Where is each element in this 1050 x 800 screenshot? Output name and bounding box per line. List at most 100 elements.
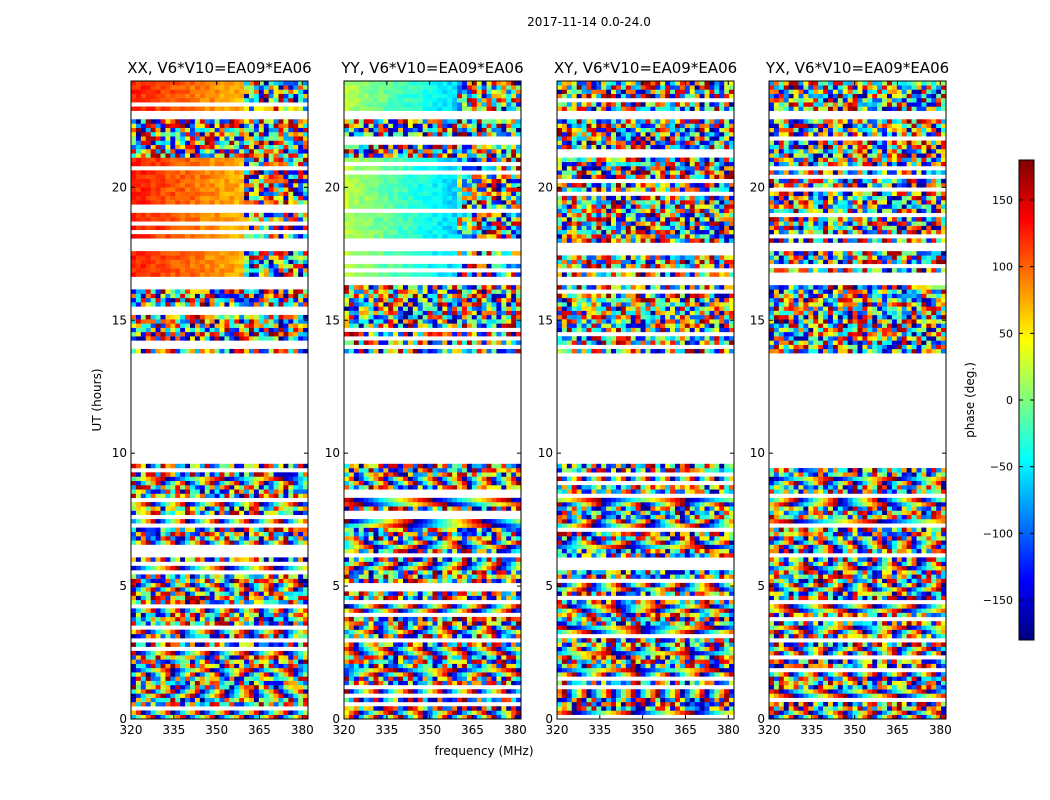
heatmap-cell	[403, 655, 409, 660]
heatmap-cell	[378, 706, 384, 711]
heatmap-cell	[258, 672, 265, 677]
heatmap-cell	[244, 187, 250, 192]
heatmap-cell	[194, 119, 201, 124]
heatmap-cell	[388, 655, 394, 660]
heatmap-cell	[170, 616, 176, 622]
heatmap-cell	[353, 689, 360, 694]
heatmap-cell	[417, 689, 423, 694]
heatmap-cell	[165, 667, 171, 673]
heatmap-cell	[229, 297, 235, 303]
heatmap-cell	[288, 323, 294, 328]
heatmap-cell	[239, 336, 245, 341]
heatmap-cell	[249, 251, 255, 256]
heatmap-cell	[199, 85, 206, 90]
heatmap-cell	[253, 200, 260, 205]
heatmap-cell	[165, 493, 171, 499]
heatmap-cell	[185, 331, 191, 337]
heatmap-cell	[268, 659, 274, 664]
heatmap-cell	[239, 170, 245, 175]
heatmap-cell	[398, 650, 404, 656]
heatmap-cell	[511, 659, 517, 664]
heatmap-cell	[175, 672, 181, 677]
heatmap-cell	[253, 132, 260, 137]
heatmap-cell	[268, 472, 274, 477]
heatmap-cell	[209, 106, 215, 111]
heatmap-cell	[283, 200, 289, 205]
heatmap-cell	[506, 540, 512, 545]
heatmap-cell	[180, 157, 186, 163]
heatmap-cell	[145, 655, 151, 660]
heatmap-cell	[447, 633, 453, 639]
heatmap-cell	[249, 574, 255, 579]
heatmap-cell	[506, 570, 512, 575]
heatmap-cell	[194, 89, 201, 94]
heatmap-cell	[373, 706, 379, 711]
heatmap-cell	[180, 650, 186, 656]
heatmap-cell	[383, 667, 389, 673]
heatmap-cell	[145, 616, 151, 622]
heatmap-cell	[199, 595, 206, 601]
heatmap-cell	[278, 463, 284, 469]
heatmap-cell	[165, 127, 171, 133]
heatmap-cell	[368, 506, 374, 511]
heatmap-cell	[407, 480, 414, 486]
heatmap-cell	[432, 531, 438, 537]
heatmap-cell	[253, 217, 260, 222]
heatmap-cell	[249, 85, 255, 90]
heatmap-cell	[288, 234, 294, 239]
heatmap-cell	[476, 672, 482, 677]
heatmap-cell	[214, 85, 220, 90]
heatmap-cell	[303, 289, 309, 294]
heatmap-cell	[175, 629, 181, 635]
heatmap-cell	[462, 536, 468, 541]
heatmap-cell	[224, 506, 230, 511]
heatmap-cell	[407, 497, 414, 503]
heatmap-cell	[155, 174, 161, 180]
heatmap-cell	[155, 191, 161, 197]
heatmap-cell	[145, 531, 151, 537]
heatmap-cell	[194, 140, 201, 145]
y-tick-label: 5	[119, 579, 127, 593]
heatmap-cell	[135, 684, 142, 690]
heatmap-cell	[185, 676, 191, 681]
heatmap-cell	[190, 710, 196, 715]
heatmap-cell	[190, 119, 196, 124]
heatmap-cell	[268, 268, 274, 273]
heatmap-cell	[214, 485, 220, 490]
heatmap-cell	[131, 106, 137, 111]
heatmap-cell	[273, 655, 279, 660]
heatmap-cell	[160, 259, 166, 265]
heatmap-cell	[278, 502, 284, 507]
heatmap-cell	[273, 489, 279, 494]
heatmap-cell	[160, 200, 166, 205]
heatmap-cell	[253, 663, 260, 669]
heatmap-cell	[491, 621, 497, 626]
heatmap-cell	[131, 161, 137, 167]
heatmap-cell	[481, 536, 487, 541]
heatmap-cell	[496, 544, 502, 550]
heatmap-cell	[422, 625, 428, 630]
heatmap-cell	[204, 591, 210, 596]
heatmap-cell	[135, 255, 142, 260]
heatmap-cell	[253, 268, 260, 273]
heatmap-cell	[145, 684, 151, 690]
heatmap-cell	[170, 268, 176, 273]
heatmap-cell	[244, 200, 250, 205]
heatmap-cell	[516, 574, 522, 579]
heatmap-cell	[278, 191, 284, 197]
heatmap-cell	[293, 565, 299, 571]
heatmap-cell	[383, 663, 389, 669]
heatmap-cell	[140, 472, 147, 477]
heatmap-cell	[273, 132, 279, 137]
heatmap-cell	[293, 336, 299, 341]
heatmap-cell	[516, 502, 522, 507]
heatmap-cell	[131, 536, 137, 541]
heatmap-cell	[175, 178, 181, 184]
heatmap-cell	[298, 536, 304, 541]
heatmap-cell	[373, 502, 379, 507]
heatmap-cell	[229, 557, 235, 562]
heatmap-cell	[194, 714, 201, 720]
heatmap-cell	[373, 697, 379, 703]
heatmap-cell	[353, 497, 360, 503]
heatmap-cell	[412, 485, 419, 490]
